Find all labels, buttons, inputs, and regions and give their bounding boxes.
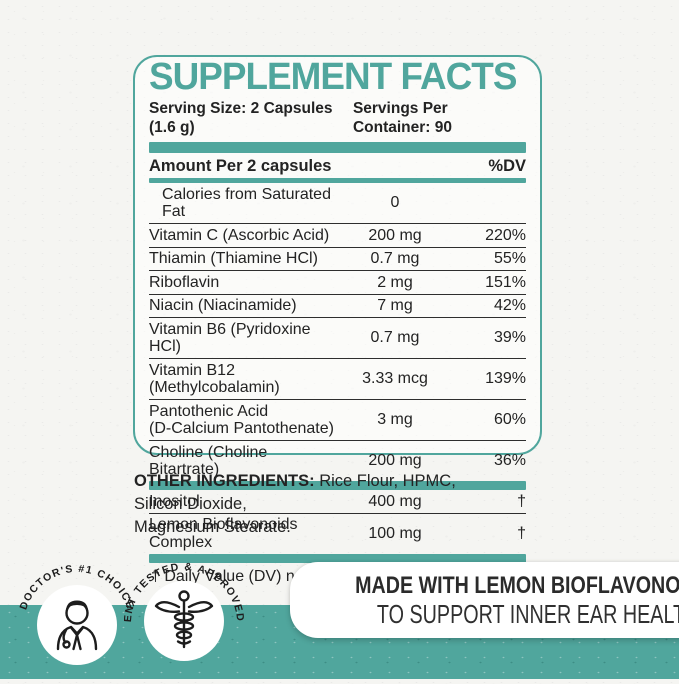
nutrient-amount: 200 mg	[368, 452, 422, 470]
nutrient-dv: 151%	[485, 273, 526, 291]
nutrient-name: Choline (Choline Bitartrate)	[149, 443, 268, 479]
nutrient-amount: 2 mg	[377, 273, 413, 291]
claim-line-2: TO SUPPORT INNER EAR HEALTH	[376, 599, 679, 629]
table-row: Niacin (Niacinamide) 7 mg 42%	[149, 293, 526, 318]
nutrient-amount: 0.7 mg	[370, 329, 420, 347]
nutrient-dv: 39%	[493, 329, 526, 347]
nutrient-name: Riboflavin	[149, 273, 220, 291]
other-ingredients-label: OTHER INGREDIENTS:	[134, 472, 315, 490]
nutrient-dv: †	[517, 524, 526, 542]
table-row: Riboflavin 2 mg 151%	[149, 270, 526, 294]
badge-circle	[37, 585, 117, 665]
nutrient-dv: †	[517, 492, 526, 510]
nutrient-dv: 42%	[493, 297, 526, 314]
divider-bar-thin	[149, 178, 526, 183]
nutrient-name: Vitamin B6 (Pyridoxine HCl)	[149, 320, 311, 356]
serving-row: Serving Size: 2 Capsules (1.6 g) Serving…	[149, 99, 526, 137]
supplement-facts-panel: SUPPLEMENT FACTS Serving Size: 2 Capsule…	[133, 55, 542, 585]
nutrient-name: Thiamin (Thiamine HCl)	[149, 250, 318, 267]
table-row: Vitamin B12 (Methylcobalamin) 3.33 mcg 1…	[149, 358, 526, 399]
divider-bar-thick	[149, 142, 526, 153]
nutrient-amount: 100 mg	[368, 524, 422, 542]
nutrient-amount: 3 mg	[377, 411, 413, 429]
amount-column-header: Amount Per 2 capsules	[149, 157, 332, 175]
dv-column-header: %DV	[488, 157, 526, 175]
nutrient-name: Inositol	[149, 492, 200, 510]
doctor-icon	[56, 600, 98, 651]
table-header-row: Amount Per 2 capsules %DV	[149, 153, 526, 178]
nutrient-dv: 36%	[493, 452, 526, 470]
table-row: Thiamin (Thiamine HCl) 0.7 mg 55%	[149, 246, 526, 271]
table-row: Choline (Choline Bitartrate) 200 mg 36%	[149, 440, 526, 481]
nutrient-name: Vitamin C (Ascorbic Acid)	[149, 226, 330, 244]
servings-per-container: Servings Per Container: 90	[352, 100, 452, 136]
claim-banner: MADE WITH LEMON BIOFLAVONOIDS TO SUPPORT…	[290, 562, 679, 638]
nutrient-amount: 7 mg	[377, 297, 413, 314]
nutrient-amount: 0	[390, 194, 400, 212]
nutrient-dv: 139%	[485, 370, 526, 388]
serving-size: Serving Size: 2 Capsules (1.6 g)	[149, 100, 333, 136]
other-ingredients-text: Rice Flour, HPMC, Silicon Dioxide, Magne…	[134, 472, 456, 536]
table-row: Vitamin C (Ascorbic Acid) 200 mg 220%	[149, 223, 526, 247]
table-row: Pantothenic Acid (D-Calcium Pantothenate…	[149, 399, 526, 440]
nutrient-amount: 0.7 mg	[370, 250, 420, 267]
nutrient-name: Vitamin B12 (Methylcobalamin)	[149, 361, 280, 397]
caduceus-icon	[154, 590, 214, 649]
nutrient-name: Pantothenic Acid (D-Calcium Pantothenate…	[149, 402, 334, 438]
divider-bar-thick	[149, 481, 526, 490]
table-row: Lemon Bioflavonoids Complex 100 mg †	[149, 512, 526, 554]
nutrient-amount: 400 mg	[368, 492, 422, 510]
badge-ent-tested: ENT TESTED & APPROVED	[122, 551, 245, 677]
nutrient-name: Lemon Bioflavonoids Complex	[149, 516, 298, 551]
nutrient-amount: 200 mg	[368, 226, 422, 244]
table-row: Inositol 400 mg †	[149, 490, 526, 513]
nutrient-name: Niacin (Niacinamide)	[149, 297, 297, 314]
divider-bar-thick	[149, 553, 526, 563]
panel-title: SUPPLEMENT FACTS	[149, 56, 517, 98]
nutrient-dv: 60%	[493, 411, 526, 429]
other-ingredients: OTHER INGREDIENTS: Rice Flour, HPMC, Sil…	[134, 470, 504, 538]
nutrient-dv: 220%	[485, 226, 526, 244]
nutrient-rows: Calories from Saturated Fat 0 Vitamin C …	[149, 183, 526, 481]
nutrient-rows-no-dv: Inositol 400 mg † Lemon Bioflavonoids Co…	[149, 490, 526, 554]
claim-line-1: MADE WITH LEMON BIOFLAVONOIDS	[355, 572, 679, 599]
badge-doctors-choice: DOCTOR'S #1 CHOICE	[17, 553, 137, 679]
nutrient-name: Calories from Saturated Fat	[162, 185, 331, 221]
nutrient-dv: 55%	[493, 250, 526, 267]
table-row: Calories from Saturated Fat 0	[149, 183, 526, 223]
nutrient-amount: 3.33 mcg	[362, 370, 428, 388]
table-row: Vitamin B6 (Pyridoxine HCl) 0.7 mg 39%	[149, 317, 526, 358]
